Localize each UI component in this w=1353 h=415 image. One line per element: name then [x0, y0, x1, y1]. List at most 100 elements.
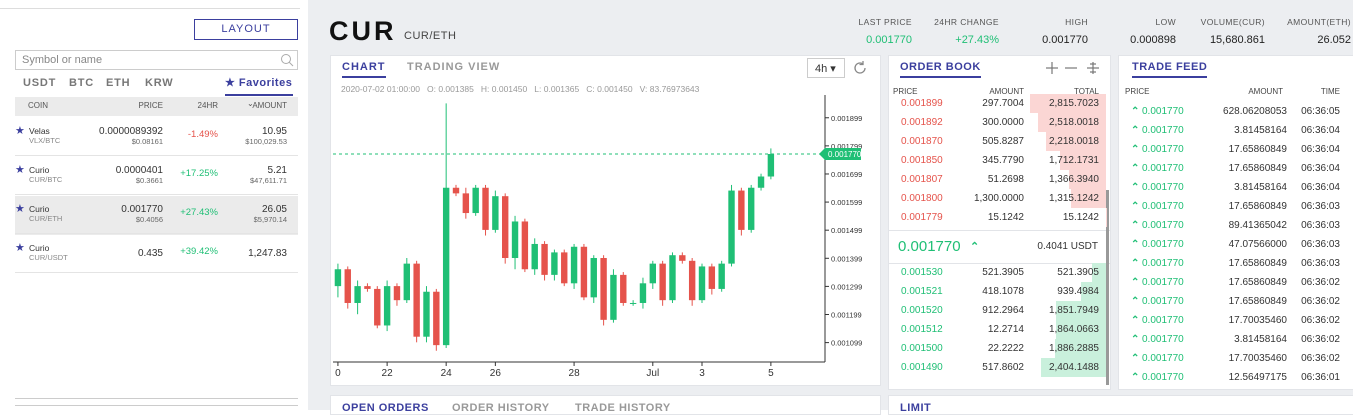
- coin-pair: CUR/BTC: [29, 175, 62, 184]
- tf-arrow: ⌃: [1131, 144, 1139, 155]
- ob-price: 0.001899: [901, 98, 943, 109]
- tf-time: 06:36:05: [1301, 106, 1340, 117]
- market-tab[interactable]: USDT: [23, 77, 56, 89]
- market-tab[interactable]: ETH: [106, 77, 130, 89]
- row-line: [15, 233, 298, 234]
- ob-price: 0.001521: [901, 286, 943, 297]
- coin-amount-usd: $5,970.14: [254, 215, 287, 224]
- tf-time: 06:36:04: [1301, 125, 1340, 136]
- tf-amount: 3.81458164: [1234, 182, 1287, 193]
- candle-body: [423, 292, 429, 337]
- y-tick-label: 0.001099: [831, 339, 862, 348]
- tf-amount: 89.41365042: [1229, 220, 1287, 231]
- row-line: [15, 272, 298, 273]
- ob-price: 0.001800: [901, 193, 943, 204]
- candle-body: [738, 191, 744, 230]
- coin-pair: CUR/USDT: [29, 253, 68, 262]
- stat-label: AMOUNT(ETH): [1287, 17, 1351, 27]
- tf-time: 06:36:02: [1301, 315, 1340, 326]
- tf-amount: 17.65860849: [1229, 258, 1287, 269]
- x-tick-label: 24: [441, 368, 453, 379]
- order-book-title[interactable]: ORDER BOOK: [900, 61, 981, 78]
- tf-amount: 17.70035460: [1229, 315, 1287, 326]
- ob-total: 1,315.1242: [1049, 193, 1099, 204]
- tf-time: 06:36:02: [1301, 296, 1340, 307]
- candle-body: [600, 258, 606, 320]
- candle-body: [659, 264, 665, 301]
- candle-body: [689, 261, 695, 300]
- orders-tab[interactable]: TRADE HISTORY: [575, 402, 671, 414]
- order-book-tools[interactable]: [1043, 59, 1103, 77]
- candle-body: [443, 188, 449, 345]
- candle-body: [581, 247, 587, 298]
- ob-price: 0.001500: [901, 343, 943, 354]
- ob-total: 2,518.0018: [1049, 117, 1099, 128]
- tf-amount: 628.06208053: [1223, 106, 1287, 117]
- favorite-star: ★: [15, 163, 25, 176]
- market-tab[interactable]: KRW: [145, 77, 173, 89]
- candle-body: [433, 292, 439, 345]
- stat-label: 24HR CHANGE: [934, 17, 999, 27]
- candle-body: [630, 303, 636, 304]
- coin-price: 0.001770: [121, 204, 163, 215]
- ob-total: 521.3905: [1057, 267, 1099, 278]
- ob-amount: 22.2222: [988, 343, 1024, 354]
- candle-body: [758, 177, 764, 188]
- stat-value: +27.43%: [955, 34, 999, 46]
- tf-col: PRICE: [1125, 87, 1149, 96]
- tf-arrow: ⌃: [1131, 201, 1139, 212]
- stat-value: 0.001770: [1042, 34, 1088, 46]
- ob-total: 15.1242: [1063, 212, 1099, 223]
- ob-price: 0.001779: [901, 212, 943, 223]
- tf-time: 06:36:03: [1301, 258, 1340, 269]
- candle-body: [472, 188, 478, 213]
- tf-price: 0.001770: [1142, 277, 1184, 288]
- stat-label: HIGH: [1065, 17, 1088, 27]
- tf-time: 06:36:03: [1301, 239, 1340, 250]
- ob-total: 939.4984: [1057, 286, 1099, 297]
- ob-price: 0.001530: [901, 267, 943, 278]
- candle-body: [679, 255, 685, 261]
- tf-arrow: ⌃: [1131, 334, 1139, 345]
- x-tick-label: 5: [768, 368, 774, 379]
- tf-price: 0.001770: [1142, 201, 1184, 212]
- coin-pair: CUR/ETH: [29, 214, 62, 223]
- tf-price: 0.001770: [1142, 372, 1184, 383]
- trade-feed-title[interactable]: TRADE FEED: [1132, 61, 1207, 78]
- chart-tab[interactable]: CHART: [342, 61, 386, 78]
- x-tick-label: 28: [569, 368, 581, 379]
- tf-price: 0.001770: [1142, 239, 1184, 250]
- y-tick-label: 0.001599: [831, 198, 862, 207]
- tf-price: 0.001770: [1142, 334, 1184, 345]
- coin-pair: VLX/BTC: [29, 136, 60, 145]
- mid-price: 0.001770: [898, 238, 961, 255]
- x-tick-label: 3: [699, 368, 705, 379]
- coin-amount: 10.95: [262, 126, 287, 137]
- ob-amount: 517.8602: [982, 362, 1024, 373]
- candle-body: [463, 193, 469, 213]
- chart-tab[interactable]: TRADING VIEW: [407, 61, 500, 73]
- stat-value: 26.052: [1317, 34, 1351, 46]
- orders-tab[interactable]: OPEN ORDERS: [342, 402, 429, 414]
- coin-amount: 26.05: [262, 204, 287, 215]
- tf-arrow: ⌃: [1131, 353, 1139, 364]
- candle-body: [404, 264, 410, 301]
- mid-sep: [889, 230, 1110, 231]
- tf-arrow: ⌃: [1131, 258, 1139, 269]
- tf-amount: 47.07566000: [1229, 239, 1287, 250]
- market-tab[interactable]: BTC: [69, 77, 94, 89]
- ob-total: 1,366.3940: [1049, 174, 1099, 185]
- x-tick-label: 0: [335, 368, 341, 379]
- candle-body: [709, 266, 715, 288]
- coin-change: -1.49%: [188, 129, 218, 140]
- tf-amount: 17.65860849: [1229, 144, 1287, 155]
- last-price-label: 0.001770: [828, 150, 862, 159]
- tf-price: 0.001770: [1142, 106, 1184, 117]
- orders-tab[interactable]: ORDER HISTORY: [452, 402, 550, 414]
- tf-amount: 17.65860849: [1229, 163, 1287, 174]
- limit-tab[interactable]: LIMIT: [900, 402, 931, 414]
- tf-arrow: ⌃: [1131, 220, 1139, 231]
- column-header: AMOUNT: [252, 101, 287, 110]
- candle-body: [532, 244, 538, 269]
- candle-body: [413, 264, 419, 337]
